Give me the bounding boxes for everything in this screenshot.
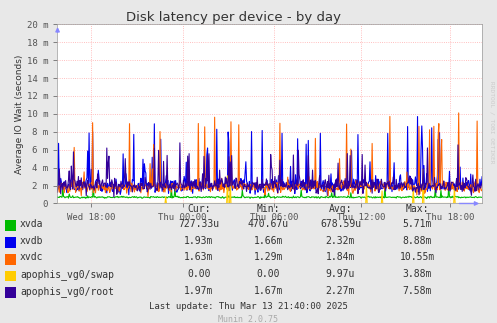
Text: xvdc: xvdc [20, 252, 43, 262]
Text: 1.66m: 1.66m [253, 235, 283, 245]
Text: RRDTOOL / TOBI OETIKER: RRDTOOL / TOBI OETIKER [490, 81, 495, 164]
Text: 1.63m: 1.63m [184, 252, 214, 262]
Text: 1.29m: 1.29m [253, 252, 283, 262]
Text: 678.59u: 678.59u [320, 219, 361, 229]
Text: 0.00: 0.00 [256, 269, 280, 279]
Text: Avg:: Avg: [329, 203, 352, 214]
Text: 727.33u: 727.33u [178, 219, 219, 229]
Text: Max:: Max: [406, 203, 429, 214]
Text: xvda: xvda [20, 219, 43, 229]
Text: 470.67u: 470.67u [248, 219, 289, 229]
Text: Disk latency per device - by day: Disk latency per device - by day [126, 11, 341, 24]
Text: Last update: Thu Mar 13 21:40:00 2025: Last update: Thu Mar 13 21:40:00 2025 [149, 302, 348, 311]
Text: 1.93m: 1.93m [184, 235, 214, 245]
Text: Cur:: Cur: [187, 203, 211, 214]
Text: 3.88m: 3.88m [403, 269, 432, 279]
Text: 10.55m: 10.55m [400, 252, 435, 262]
Text: 1.67m: 1.67m [253, 286, 283, 296]
Text: 2.32m: 2.32m [326, 235, 355, 245]
Text: apophis_vg0/root: apophis_vg0/root [20, 286, 114, 297]
Text: 1.97m: 1.97m [184, 286, 214, 296]
Text: 5.71m: 5.71m [403, 219, 432, 229]
Y-axis label: Average IO Wait (seconds): Average IO Wait (seconds) [15, 54, 24, 173]
Text: 7.58m: 7.58m [403, 286, 432, 296]
Text: 2.27m: 2.27m [326, 286, 355, 296]
Text: Munin 2.0.75: Munin 2.0.75 [219, 315, 278, 323]
Text: 1.84m: 1.84m [326, 252, 355, 262]
Text: apophis_vg0/swap: apophis_vg0/swap [20, 269, 114, 280]
Text: xvdb: xvdb [20, 235, 43, 245]
Text: 0.00: 0.00 [187, 269, 211, 279]
Text: 8.88m: 8.88m [403, 235, 432, 245]
Text: 9.97u: 9.97u [326, 269, 355, 279]
Text: Min:: Min: [256, 203, 280, 214]
